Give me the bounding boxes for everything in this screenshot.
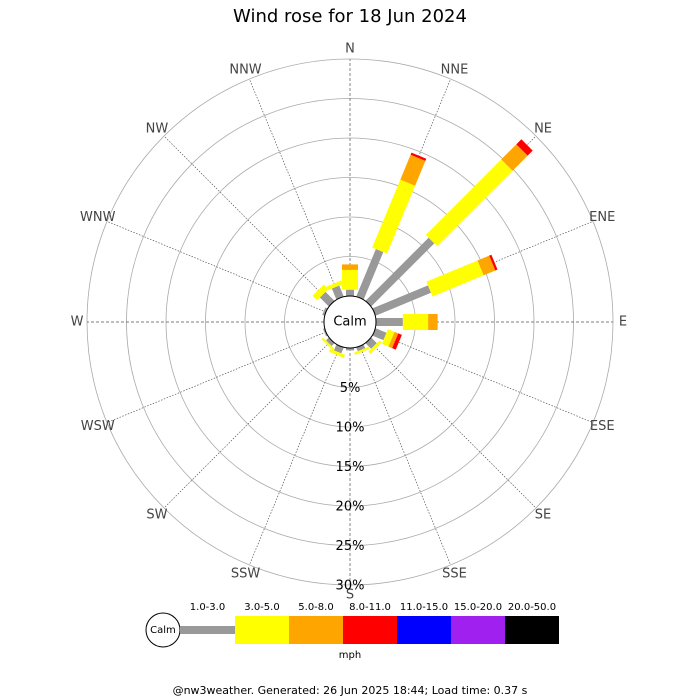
r-tick-label: 10% bbox=[336, 421, 365, 436]
wind-bar bbox=[425, 159, 513, 247]
r-tick-label: 20% bbox=[336, 500, 365, 515]
direction-label: ESE bbox=[590, 419, 615, 434]
legend-label: 5.0-8.0 bbox=[298, 602, 333, 613]
wind-bar bbox=[322, 328, 328, 337]
direction-spoke bbox=[368, 340, 537, 509]
direction-spoke bbox=[249, 78, 341, 299]
legend-label: 11.0-15.0 bbox=[400, 602, 448, 613]
direction-spoke bbox=[106, 221, 327, 313]
wind-bar bbox=[342, 264, 358, 270]
wind-bar bbox=[346, 348, 354, 351]
legend-unit: mph bbox=[339, 650, 361, 661]
legend-swatch bbox=[180, 626, 235, 634]
wind-bar bbox=[368, 340, 382, 354]
direction-label: SE bbox=[535, 508, 551, 523]
wind-bar bbox=[321, 337, 335, 351]
direction-label: SW bbox=[146, 508, 167, 523]
wind-bar bbox=[365, 237, 435, 307]
r-tick-label: 5% bbox=[340, 381, 361, 396]
legend-label: 15.0-20.0 bbox=[454, 602, 502, 613]
direction-label: NE bbox=[534, 121, 552, 136]
legend-swatch bbox=[289, 616, 343, 644]
legend-swatch bbox=[235, 616, 289, 644]
direction-label: S bbox=[346, 588, 354, 603]
wind-bar bbox=[388, 331, 399, 349]
wind-bar bbox=[372, 285, 432, 316]
r-tick-label: 25% bbox=[336, 539, 365, 554]
direction-label: WSW bbox=[81, 419, 115, 434]
direction-label: SSE bbox=[442, 567, 467, 582]
direction-label: E bbox=[619, 315, 627, 330]
wind-bar bbox=[326, 280, 343, 291]
legend-label: 3.0-5.0 bbox=[244, 602, 279, 613]
legend-swatch bbox=[505, 616, 559, 644]
wind-bar bbox=[428, 314, 438, 330]
direction-spoke bbox=[163, 340, 332, 509]
direction-spoke bbox=[106, 331, 327, 423]
direction-spoke bbox=[359, 345, 451, 566]
wind-bar bbox=[325, 337, 335, 347]
legend-calm-label: Calm bbox=[150, 625, 176, 636]
wind-bar bbox=[372, 179, 416, 254]
wind-bar bbox=[354, 346, 370, 355]
wind-bar bbox=[501, 144, 528, 171]
wind-bar bbox=[322, 307, 328, 316]
grid-ring bbox=[244, 216, 456, 428]
wind-bar bbox=[410, 152, 427, 161]
legend-swatch bbox=[397, 616, 451, 644]
wind-bar bbox=[312, 284, 329, 301]
legend-label: 8.0-11.0 bbox=[349, 602, 391, 613]
r-tick-label: 30% bbox=[336, 579, 365, 594]
direction-label: N bbox=[345, 42, 355, 57]
direction-label: ENE bbox=[589, 210, 615, 225]
legend-label: 1.0-3.0 bbox=[190, 602, 225, 613]
wind-bar bbox=[329, 348, 346, 358]
wind-bar bbox=[356, 249, 384, 300]
grid-ring bbox=[205, 177, 495, 467]
direction-label: WNW bbox=[80, 210, 116, 225]
wind-bar bbox=[342, 269, 358, 290]
direction-label: W bbox=[71, 315, 84, 330]
wind-bar bbox=[477, 255, 496, 276]
wind-bar bbox=[365, 337, 377, 349]
legend-swatch bbox=[451, 616, 505, 644]
wind-bar bbox=[356, 344, 366, 352]
calm-circle bbox=[323, 295, 377, 349]
direction-spoke bbox=[373, 331, 594, 423]
wind-bar bbox=[375, 318, 403, 326]
legend-label: 20.0-50.0 bbox=[508, 602, 556, 613]
wind-bar bbox=[372, 328, 387, 341]
wind-bar bbox=[346, 289, 354, 296]
direction-label: NW bbox=[146, 121, 169, 136]
wind-bar bbox=[516, 139, 533, 156]
wind-bar bbox=[392, 333, 402, 350]
legend-swatch bbox=[343, 616, 397, 644]
wind-bar bbox=[319, 291, 335, 307]
wind-bar bbox=[426, 260, 484, 297]
calm-label: Calm bbox=[333, 315, 366, 330]
direction-spoke bbox=[163, 135, 332, 304]
direction-label: SSW bbox=[231, 567, 261, 582]
footer: @nw3weather. Generated: 26 Jun 2025 18:4… bbox=[173, 684, 528, 697]
wind-bar bbox=[489, 254, 498, 271]
chart-title: Wind rose for 18 Jun 2024 bbox=[233, 6, 467, 27]
wind-bar bbox=[402, 314, 429, 330]
r-tick-label: 15% bbox=[336, 460, 365, 475]
direction-label: NNW bbox=[229, 62, 261, 77]
wind-bar bbox=[381, 329, 395, 347]
direction-spoke bbox=[249, 345, 341, 566]
direction-label: NNE bbox=[441, 62, 469, 77]
wind-bar bbox=[400, 154, 426, 186]
wind-bar bbox=[331, 285, 344, 300]
